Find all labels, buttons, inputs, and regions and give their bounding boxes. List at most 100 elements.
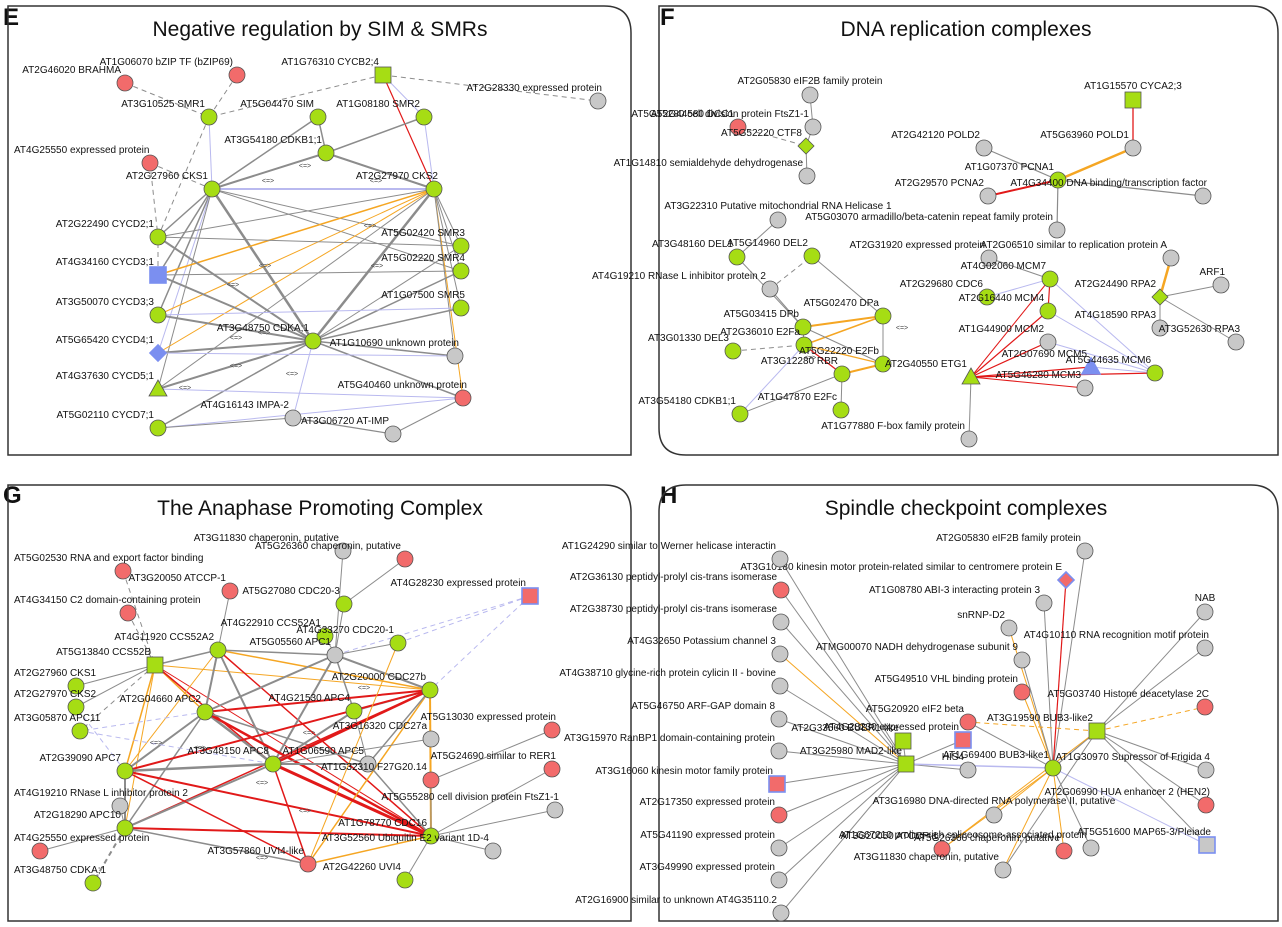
node-cyca23[interactable]: AT1G15570 CYCA2;3: [1084, 81, 1182, 109]
node-circle[interactable]: [67, 698, 85, 716]
node-circle[interactable]: [994, 861, 1012, 879]
node-circle[interactable]: [149, 419, 167, 437]
node-circle[interactable]: [1013, 683, 1031, 701]
node-circle[interactable]: [731, 405, 749, 423]
node-circle[interactable]: [770, 839, 788, 857]
node-circle[interactable]: [798, 167, 816, 185]
node-circle[interactable]: [770, 871, 788, 889]
node-circle[interactable]: [724, 342, 742, 360]
node-circle[interactable]: [284, 409, 302, 427]
node-kin16060[interactable]: AT3G16060 kinesin motor family protein: [595, 766, 786, 793]
node-ftsz1[interactable]: AT5G55280 cell division protein FtsZ1-1: [631, 109, 822, 136]
node-circle[interactable]: [980, 249, 998, 267]
node-etg1[interactable]: AT2G40550 ETG1: [885, 359, 981, 385]
node-bub3l2[interactable]: AT3G19590 BUB3-like2: [987, 713, 1106, 740]
node-frigida[interactable]: AT1G30970 Supressor of Frigida 4: [1056, 752, 1215, 779]
node-chap11830[interactable]: AT3G11830 chaperonin, putative: [194, 533, 352, 560]
node-arf1[interactable]: ARF1: [1199, 267, 1230, 294]
node-snrnp[interactable]: snRNP-D2: [957, 610, 1018, 637]
node-cdkb11f[interactable]: AT3G54180 CDKB1;1: [638, 396, 749, 423]
node-apc4[interactable]: AT4G21530 APC4: [268, 693, 363, 720]
node-cycd21[interactable]: AT2G22490 CYCD2;1: [56, 219, 167, 246]
node-gcks2[interactable]: AT2G27970 CKS2: [14, 689, 97, 716]
node-werner[interactable]: AT1G24290 similar to Werner helicase int…: [562, 541, 789, 568]
node-apc2[interactable]: AT2G04660 APC2: [119, 694, 214, 721]
node-smr4[interactable]: AT5G02220 SMR4: [381, 253, 470, 280]
node-diamond[interactable]: [1151, 288, 1169, 306]
node-circle[interactable]: [452, 262, 470, 280]
node-circle[interactable]: [979, 187, 997, 205]
node-hdac2c[interactable]: AT5G03740 Histone deacetylase 2C: [1047, 689, 1214, 716]
node-hen2[interactable]: AT2G06990 HUA enhancer 2 (HEN2): [1045, 787, 1215, 814]
node-cdka1[interactable]: AT3G48750 CDKA;1: [217, 323, 322, 350]
node-cdc203[interactable]: AT5G27080 CDC20-3: [242, 586, 353, 613]
node-circle[interactable]: [335, 595, 353, 613]
node-triangle[interactable]: [961, 367, 981, 385]
node-exp49990[interactable]: AT3G49990 expressed protein: [640, 862, 788, 889]
node-circle[interactable]: [874, 355, 892, 373]
node-circle[interactable]: [317, 144, 335, 162]
node-fbox[interactable]: AT1G77880 F-box family protein: [821, 421, 978, 448]
node-circle[interactable]: [67, 677, 85, 695]
node-circle[interactable]: [111, 797, 129, 815]
node-square[interactable]: [1088, 722, 1106, 740]
node-hchap11830[interactable]: AT3G11830 chaperonin, putative: [854, 852, 1012, 879]
node-ranbp1[interactable]: AT3G15970 RanBP1 domain-containing prote…: [564, 733, 788, 760]
node-circle[interactable]: [1048, 221, 1066, 239]
node-cdc16[interactable]: AT1G78770 CDC16: [338, 818, 440, 845]
node-kinesinE[interactable]: AT3G10180 kinesin motor protein-related …: [740, 562, 1076, 590]
node-circle[interactable]: [1151, 319, 1169, 337]
node-rbr[interactable]: AT3G12280 RBR: [761, 356, 851, 383]
node-mcm7[interactable]: AT4G02060 MCM7: [961, 261, 1059, 288]
node-circle[interactable]: [874, 307, 892, 325]
node-pcna1[interactable]: AT1G07370 PCNA1: [965, 162, 1067, 189]
node-hchap26360[interactable]: AT5G26360 chaperonin, putative: [914, 833, 1073, 860]
node-circle[interactable]: [1013, 651, 1031, 669]
node-eif2beta[interactable]: AT5G20920 eIF2 beta: [866, 704, 977, 731]
node-circle[interactable]: [1124, 139, 1142, 157]
node-exp13030[interactable]: AT5G13030 expressed protein: [421, 712, 561, 739]
node-his4[interactable]: HIS4: [942, 752, 977, 779]
node-eif2b[interactable]: AT2G05830 eIF2B family protein: [738, 76, 883, 104]
node-cycd71[interactable]: AT5G02110 CYCD7;1: [57, 410, 167, 437]
node-square[interactable]: [146, 656, 164, 674]
node-cycd33[interactable]: AT3G50070 CYCD3;3: [56, 297, 167, 324]
node-circle[interactable]: [772, 904, 790, 922]
node-square[interactable]: [1198, 836, 1216, 854]
node-mcm6[interactable]: AT5G44635 MCM6: [1066, 355, 1164, 382]
node-apc7[interactable]: AT2G39090 APC7: [39, 753, 134, 780]
node-gexp25550[interactable]: AT4G25550 expressed protein: [14, 833, 149, 860]
node-square[interactable]: [954, 731, 972, 749]
node-circle[interactable]: [452, 299, 470, 317]
node-circle[interactable]: [1146, 364, 1164, 382]
node-ubie2[interactable]: AT3G52560 Ubiquitin E2 variant 1D-4: [322, 833, 502, 860]
node-circle[interactable]: [770, 806, 788, 824]
node-gcks1[interactable]: AT2G27960 CKS1: [14, 668, 97, 695]
node-c2dom[interactable]: AT4G34150 C2 domain-containing protein: [14, 595, 201, 622]
node-circle[interactable]: [794, 318, 812, 336]
node-map65[interactable]: AT5G51600 MAP65-3/Pleiade: [1077, 827, 1216, 854]
node-circle[interactable]: [484, 842, 502, 860]
node-circle[interactable]: [116, 819, 134, 837]
node-circle[interactable]: [84, 874, 102, 892]
node-mcm2[interactable]: AT1G44900 MCM2: [959, 324, 1057, 351]
node-circle[interactable]: [543, 721, 561, 739]
node-circle[interactable]: [396, 871, 414, 889]
node-circle[interactable]: [959, 713, 977, 731]
node-circle[interactable]: [543, 760, 561, 778]
node-ccs52b[interactable]: AT5G13840 CCS52B: [56, 647, 164, 674]
node-dnabind[interactable]: AT4G34400 DNA binding/transcription fact…: [1010, 178, 1212, 205]
node-rer1[interactable]: AT5G24690 similar to RER1: [431, 751, 561, 778]
node-grnasel[interactable]: AT4G19210 RNase L inhibitor protein 2: [14, 788, 188, 815]
node-circle[interactable]: [200, 108, 218, 126]
node-del1[interactable]: AT3G48160 DEL1: [652, 239, 746, 266]
node-circle[interactable]: [149, 306, 167, 324]
node-circle[interactable]: [309, 108, 327, 126]
node-f27g20[interactable]: AT1G32310 F27G20.14: [321, 762, 440, 789]
node-circle[interactable]: [422, 827, 440, 845]
node-circle[interactable]: [1076, 542, 1094, 560]
node-cdc27a[interactable]: AT3G16320 CDC27a: [333, 721, 440, 748]
node-square[interactable]: [149, 266, 167, 284]
node-rpa3a[interactable]: AT4G18590 RPA3: [1075, 310, 1169, 337]
node-circle[interactable]: [422, 730, 440, 748]
